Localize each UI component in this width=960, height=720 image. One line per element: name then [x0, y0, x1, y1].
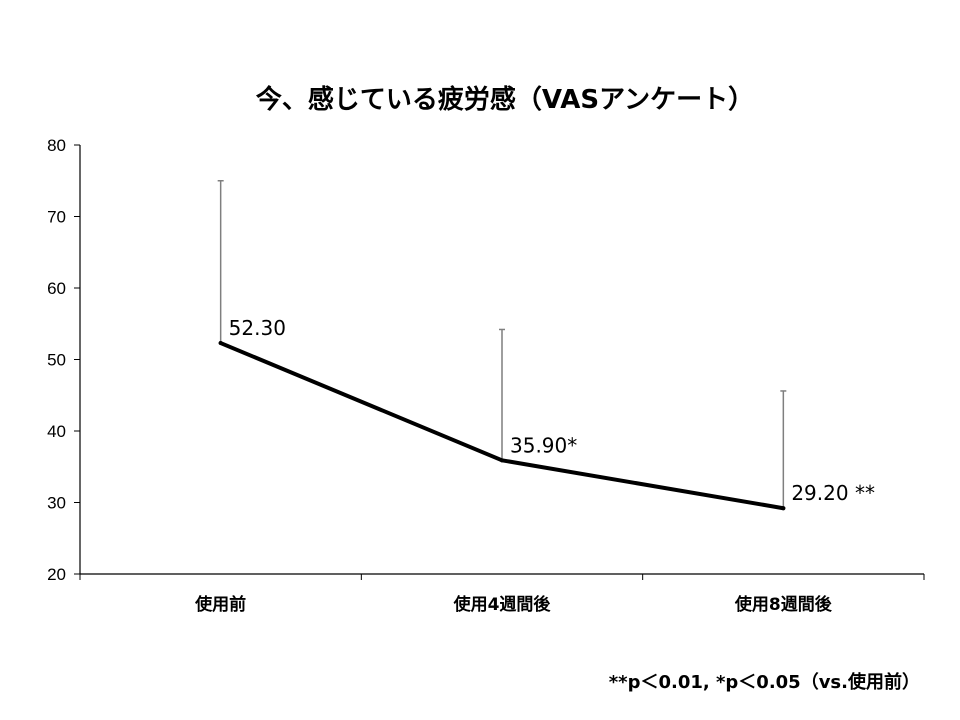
y-tick-label: 40 [47, 422, 66, 441]
x-axis-ticks: 使用前 使用4週間後 使用8週間後 [79, 574, 925, 615]
error-bars [217, 180, 787, 509]
x-tick-label: 使用4週間後 [453, 594, 552, 615]
x-tick-label: 使用前 [194, 594, 246, 615]
y-tick-label: 60 [47, 279, 66, 298]
data-label: 35.90* [510, 433, 577, 457]
y-tick-label: 80 [47, 136, 66, 155]
y-tick-label: 20 [47, 565, 66, 584]
chart-title: 今、感じている疲労感（VASアンケート） [256, 84, 754, 115]
significance-footnote: **p＜0.01, *p＜0.05（vs.使用前） [608, 672, 920, 693]
x-tick-label: 使用8週間後 [734, 594, 833, 615]
y-tick-label: 30 [47, 494, 66, 513]
y-tick-label: 70 [47, 208, 66, 227]
series-line [218, 341, 786, 511]
data-point [218, 341, 223, 346]
data-label: 29.20 ** [791, 481, 875, 505]
data-labels: 52.30 35.90* 29.20 ** [229, 316, 875, 505]
data-point [781, 506, 786, 511]
data-point [500, 458, 504, 463]
y-axis-ticks: 20 30 40 50 60 70 80 [47, 136, 80, 584]
data-label: 52.30 [229, 316, 286, 340]
y-tick-label: 50 [47, 351, 66, 370]
